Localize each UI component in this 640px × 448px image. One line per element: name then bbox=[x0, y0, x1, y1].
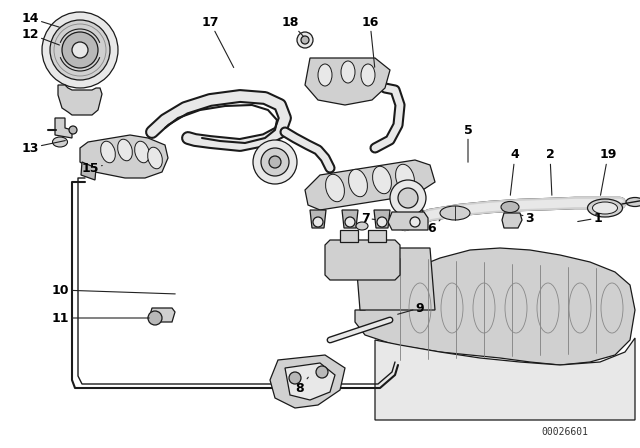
Text: 14: 14 bbox=[21, 12, 60, 27]
Circle shape bbox=[390, 180, 426, 216]
Text: 13: 13 bbox=[21, 141, 65, 155]
Ellipse shape bbox=[588, 199, 623, 217]
Text: 2: 2 bbox=[546, 148, 554, 195]
Ellipse shape bbox=[626, 198, 640, 207]
Text: 17: 17 bbox=[201, 16, 234, 68]
Text: 4: 4 bbox=[510, 148, 520, 195]
Polygon shape bbox=[305, 160, 435, 210]
Polygon shape bbox=[340, 230, 358, 242]
Ellipse shape bbox=[372, 166, 392, 194]
Text: 5: 5 bbox=[463, 124, 472, 162]
Circle shape bbox=[410, 217, 420, 227]
Polygon shape bbox=[502, 213, 522, 228]
Circle shape bbox=[148, 311, 162, 325]
Circle shape bbox=[345, 217, 355, 227]
Ellipse shape bbox=[134, 141, 149, 163]
Ellipse shape bbox=[100, 141, 115, 163]
Polygon shape bbox=[55, 118, 72, 138]
Ellipse shape bbox=[356, 222, 368, 230]
Text: 8: 8 bbox=[296, 377, 308, 395]
Circle shape bbox=[301, 36, 309, 44]
Text: 9: 9 bbox=[397, 302, 424, 314]
Ellipse shape bbox=[396, 164, 415, 192]
Polygon shape bbox=[81, 162, 96, 180]
Circle shape bbox=[42, 12, 118, 88]
Text: 18: 18 bbox=[282, 16, 303, 36]
Polygon shape bbox=[305, 58, 390, 105]
Circle shape bbox=[72, 42, 88, 58]
Circle shape bbox=[316, 366, 328, 378]
Polygon shape bbox=[80, 135, 168, 178]
Text: 12: 12 bbox=[21, 27, 60, 45]
Ellipse shape bbox=[593, 202, 618, 214]
Circle shape bbox=[269, 156, 281, 168]
Text: 1: 1 bbox=[578, 211, 602, 224]
Polygon shape bbox=[355, 248, 435, 310]
Ellipse shape bbox=[349, 169, 367, 197]
Polygon shape bbox=[58, 85, 102, 115]
Text: 3: 3 bbox=[520, 211, 534, 224]
Polygon shape bbox=[355, 248, 635, 365]
Polygon shape bbox=[270, 355, 345, 408]
Polygon shape bbox=[375, 338, 635, 420]
Polygon shape bbox=[310, 210, 326, 228]
Polygon shape bbox=[368, 230, 386, 242]
Text: 11: 11 bbox=[51, 311, 149, 324]
Text: 7: 7 bbox=[360, 211, 375, 224]
Circle shape bbox=[261, 148, 289, 176]
Text: 10: 10 bbox=[51, 284, 175, 297]
Circle shape bbox=[50, 20, 110, 80]
Circle shape bbox=[62, 32, 98, 68]
Circle shape bbox=[377, 217, 387, 227]
Ellipse shape bbox=[52, 137, 67, 147]
Polygon shape bbox=[407, 210, 423, 228]
Circle shape bbox=[69, 126, 77, 134]
Text: 19: 19 bbox=[599, 148, 617, 195]
Text: 6: 6 bbox=[428, 220, 440, 234]
Circle shape bbox=[313, 217, 323, 227]
Circle shape bbox=[398, 188, 418, 208]
Circle shape bbox=[289, 372, 301, 384]
Ellipse shape bbox=[318, 64, 332, 86]
Text: 00026601: 00026601 bbox=[541, 427, 589, 437]
Ellipse shape bbox=[148, 147, 163, 169]
Text: 16: 16 bbox=[362, 16, 379, 67]
Circle shape bbox=[297, 32, 313, 48]
Ellipse shape bbox=[118, 139, 132, 161]
Polygon shape bbox=[342, 210, 358, 228]
Text: 15: 15 bbox=[81, 161, 102, 175]
Polygon shape bbox=[325, 240, 400, 280]
Polygon shape bbox=[150, 308, 175, 322]
Polygon shape bbox=[388, 212, 428, 230]
Ellipse shape bbox=[501, 202, 519, 212]
Ellipse shape bbox=[440, 206, 470, 220]
Circle shape bbox=[253, 140, 297, 184]
Polygon shape bbox=[374, 210, 390, 228]
Ellipse shape bbox=[326, 174, 344, 202]
Polygon shape bbox=[285, 363, 335, 400]
Ellipse shape bbox=[361, 64, 375, 86]
Ellipse shape bbox=[341, 61, 355, 83]
